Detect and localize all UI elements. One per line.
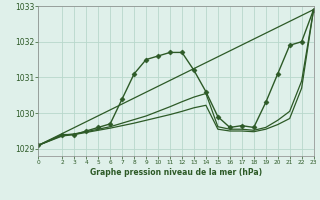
X-axis label: Graphe pression niveau de la mer (hPa): Graphe pression niveau de la mer (hPa) [90, 168, 262, 177]
